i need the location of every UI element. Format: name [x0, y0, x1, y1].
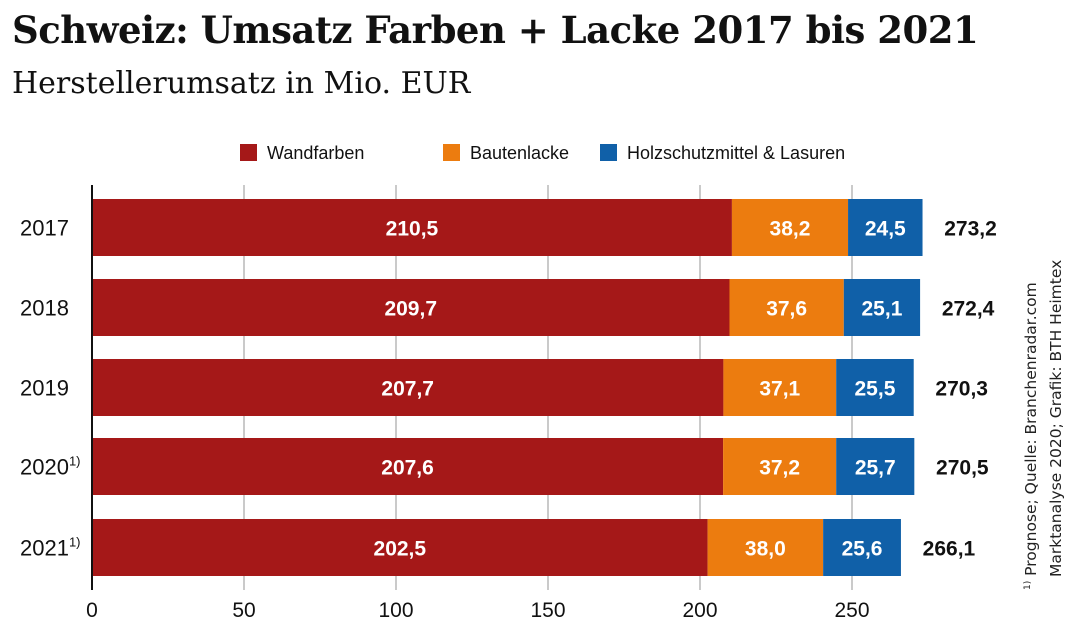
footnote-marker: 1)	[1023, 580, 1033, 590]
data-label: 38,2	[770, 218, 811, 241]
chart-title: Schweiz: Umsatz Farben + Lacke 2017 bis …	[12, 8, 979, 52]
bar-segment	[848, 199, 923, 256]
bar-segment	[723, 359, 837, 416]
category-label: 20201)	[20, 454, 81, 480]
category-label: 2018	[20, 296, 69, 321]
data-label: 25,5	[855, 378, 896, 401]
total-label: 266,1	[923, 538, 976, 561]
data-label: 207,6	[381, 457, 434, 480]
data-label: 25,1	[862, 298, 903, 321]
category-label: 2019	[20, 376, 69, 401]
bar-segment	[92, 359, 724, 416]
bar-segment	[92, 199, 732, 256]
category-footnote: 1)	[69, 535, 81, 550]
x-tick-label: 250	[834, 599, 869, 622]
source-line-1: Prognose; Quelle: Branchenradar.com	[1022, 282, 1041, 576]
category-label: 20211)	[20, 535, 81, 561]
data-label: 209,7	[384, 298, 437, 321]
data-label: 210,5	[386, 218, 439, 241]
category-footnote: 1)	[69, 454, 81, 469]
data-label: 25,7	[855, 457, 896, 480]
data-label: 37,2	[759, 457, 800, 480]
bar-segment	[707, 519, 824, 576]
legend-swatch	[240, 144, 257, 161]
data-label: 207,7	[381, 378, 434, 401]
data-label: 24,5	[865, 218, 906, 241]
bar-segment	[843, 279, 921, 336]
total-label: 270,5	[936, 457, 989, 480]
total-label: 270,3	[935, 378, 988, 401]
data-label: 202,5	[374, 538, 427, 561]
bar-segment	[92, 519, 708, 576]
total-label: 272,4	[942, 298, 995, 321]
bar-segment	[731, 199, 849, 256]
x-tick-label: 50	[232, 599, 255, 622]
legend-swatch	[600, 144, 617, 161]
x-tick-label: 150	[530, 599, 565, 622]
legend-label: Wandfarben	[267, 143, 364, 163]
legend-swatch	[443, 144, 460, 161]
bar-segment	[836, 438, 915, 495]
category-label: 2017	[20, 216, 69, 241]
data-label: 37,1	[759, 378, 800, 401]
bar-segment	[836, 359, 914, 416]
data-label: 25,6	[842, 538, 883, 561]
data-label: 37,6	[766, 298, 807, 321]
x-tick-label: 100	[378, 599, 413, 622]
bar-segment	[92, 279, 730, 336]
data-label: 38,0	[745, 538, 786, 561]
legend-label: Bautenlacke	[470, 143, 569, 163]
bar-segment	[823, 519, 901, 576]
legend-label: Holzschutzmittel & Lasuren	[627, 143, 845, 163]
bar-segment	[723, 438, 837, 495]
x-tick-label: 0	[86, 599, 98, 622]
bar-segment	[729, 279, 844, 336]
source-note: 1) Prognose; Quelle: Branchenradar.com M…	[1016, 170, 1069, 590]
bar-segment	[92, 438, 724, 495]
x-tick-label: 200	[682, 599, 717, 622]
total-label: 273,2	[944, 218, 997, 241]
source-line-2: Marktanalyse 2020; Grafik: BTH Heimtex	[1047, 259, 1066, 577]
chart-subtitle: Herstellerumsatz in Mio. EUR	[12, 66, 471, 101]
